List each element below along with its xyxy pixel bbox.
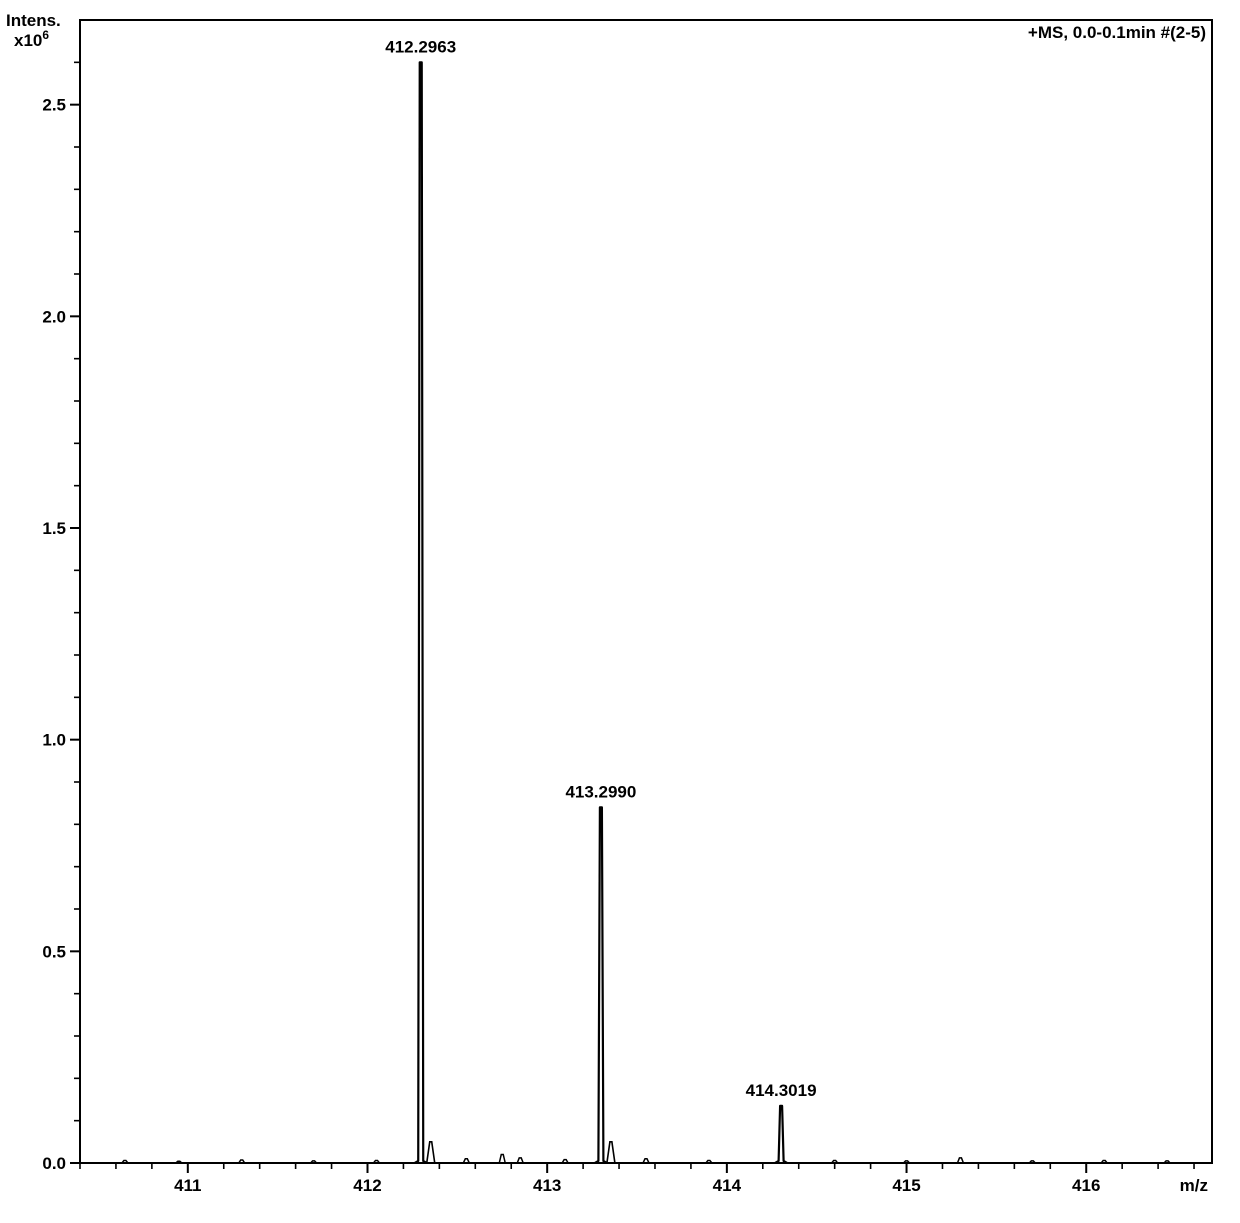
x-tick-label: 415 [892,1176,920,1195]
y-tick-label: 2.0 [42,307,66,326]
peak-label: 413.2990 [565,782,636,801]
x-tick-label: 416 [1072,1176,1100,1195]
chart-container: Intens.x106+MS, 0.0-0.1min #(2-5)0.00.51… [0,0,1240,1223]
x-tick-label: 412 [353,1176,381,1195]
y-tick-label: 1.5 [42,519,66,538]
mass-spectrum-svg: Intens.x106+MS, 0.0-0.1min #(2-5)0.00.51… [0,0,1240,1223]
y-tick-label: 1.0 [42,731,66,750]
x-tick-label: 414 [713,1176,742,1195]
peak-label: 414.3019 [746,1081,817,1100]
y-tick-label: 0.5 [42,942,66,961]
y-axis-title-line1: Intens. [6,11,61,30]
x-tick-label: 413 [533,1176,561,1195]
annotation-top-right: +MS, 0.0-0.1min #(2-5) [1028,23,1206,42]
plot-bg [0,0,1240,1223]
peak-label: 412.2963 [385,37,456,56]
x-tick-label: 411 [174,1176,201,1195]
y-tick-label: 2.5 [42,96,66,115]
y-tick-label: 0.0 [42,1154,66,1173]
x-axis-label: m/z [1180,1176,1208,1195]
